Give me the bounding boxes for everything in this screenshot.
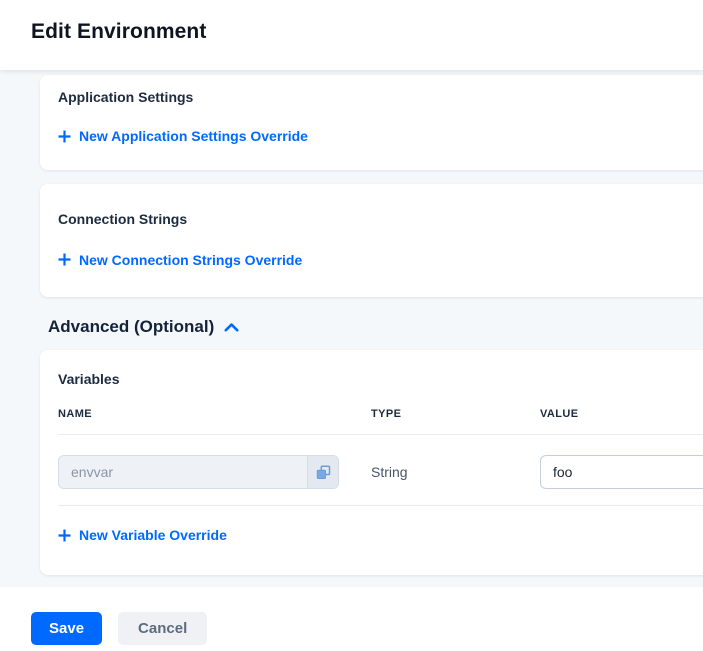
application-settings-card: Application Settings New Application Set… [40, 75, 703, 170]
link-label: New Connection Strings Override [79, 251, 303, 268]
variable-name-input [59, 456, 307, 488]
cancel-button[interactable]: Cancel [118, 612, 208, 645]
variable-name-field [58, 455, 339, 489]
content-area: Application Settings New Application Set… [0, 70, 703, 587]
connection-strings-card: Connection Strings New Connection String… [40, 183, 703, 297]
new-variable-override-link[interactable]: New Variable Override [58, 527, 227, 543]
page-title: Edit Environment [31, 20, 207, 43]
advanced-section-title: Advanced (Optional) [48, 317, 215, 336]
column-header-value: VALUE [540, 408, 579, 420]
variables-card: Variables NAME TYPE VALUE String [40, 350, 703, 575]
variables-table-header: NAME TYPE VALUE [58, 408, 703, 435]
copy-icon [316, 465, 330, 479]
connection-strings-title: Connection Strings [58, 210, 188, 227]
plus-icon [58, 529, 71, 541]
save-button[interactable]: Save [31, 612, 103, 645]
application-settings-title: Application Settings [58, 89, 194, 105]
chevron-up-icon [224, 322, 239, 331]
modal-footer: Save Cancel [0, 587, 703, 651]
variable-link-row: New Variable Override [58, 506, 703, 547]
link-label: New Application Settings Override [79, 128, 308, 144]
column-header-type: TYPE [371, 408, 402, 420]
modal-header: Edit Environment [0, 0, 703, 70]
plus-icon [58, 130, 71, 142]
new-application-settings-override-link[interactable]: New Application Settings Override [58, 128, 308, 144]
advanced-section-toggle[interactable]: Advanced (Optional) [48, 317, 239, 337]
plus-icon [58, 253, 71, 266]
variable-value-input[interactable] [540, 455, 703, 489]
copy-button[interactable] [307, 456, 338, 488]
new-connection-strings-override-link[interactable]: New Connection Strings Override [58, 252, 302, 268]
column-header-name: NAME [58, 408, 92, 420]
variable-row: String [58, 435, 703, 506]
link-label: New Variable Override [79, 527, 227, 543]
variables-title: Variables [58, 371, 120, 387]
variable-type: String [371, 464, 408, 480]
